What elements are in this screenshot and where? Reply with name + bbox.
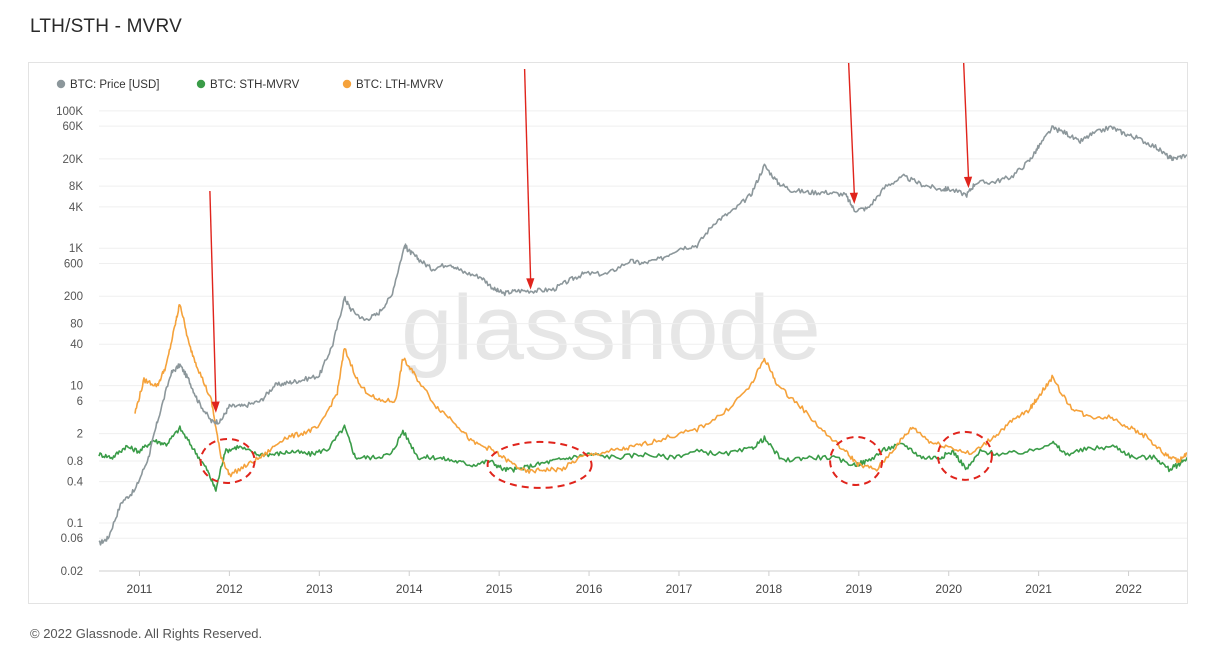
- watermark-text: glassnode: [401, 277, 820, 379]
- annotation-arrowhead: [963, 176, 973, 189]
- y-tick-label: 10: [70, 381, 83, 393]
- annotation-arrow: [847, 54, 856, 195]
- legend-item[interactable]: BTC: STH-MVRV: [196, 79, 300, 91]
- y-tick-label: 6: [77, 396, 83, 408]
- annotation-ellipse: [486, 440, 593, 489]
- x-tick-label: 2014: [396, 582, 423, 596]
- series-layer: [98, 125, 1188, 546]
- page-title: LTH/STH - MVRV: [30, 16, 182, 37]
- y-tick-label: 8K: [69, 181, 83, 193]
- y-tick-label: 0.1: [67, 518, 83, 530]
- y-tick-label: 1K: [69, 243, 83, 255]
- y-tick-label: 0.02: [61, 566, 83, 578]
- axis-layer: 100K 60K 20K 8K 4K 1K 600 200 80 40 10 6 2 0.8 0.4 0.1 0…: [56, 106, 1187, 596]
- y-tick-label: 40: [70, 339, 83, 351]
- y-tick-label: 0.06: [61, 533, 83, 545]
- x-tick-label: 2022: [1115, 582, 1142, 596]
- copyright-footer: © 2022 Glassnode. All Rights Reserved.: [30, 626, 263, 641]
- watermark-layer: glassnode: [401, 277, 820, 379]
- y-tick-label: 0.4: [67, 477, 84, 489]
- annotation-arrowhead: [849, 192, 858, 205]
- series-line-lth-mvrv: [134, 304, 1188, 478]
- chart-panel: glassnode 100K 60K 20K 8K 4K 1K 600 200 80 40 10 6 2…: [28, 34, 1188, 604]
- y-tick-label: 20K: [63, 154, 84, 166]
- legend-marker: [196, 79, 206, 89]
- legend-item[interactable]: BTC: LTH-MVRV: [342, 79, 444, 91]
- annotation-ellipse: [936, 430, 993, 481]
- annotation-arrow: [209, 190, 217, 403]
- x-tick-label: 2011: [127, 582, 153, 596]
- annotation-arrowhead: [211, 401, 220, 413]
- x-tick-label: 2020: [935, 582, 962, 596]
- chart-svg: glassnode 100K 60K 20K 8K 4K 1K 600 200 80 40 10 6 2…: [56, 34, 1188, 596]
- legend: BTC: Price [USD] BTC: STH-MVRV BTC: LTH-MV…: [56, 79, 444, 91]
- y-tick-label: 600: [64, 258, 83, 270]
- x-tick-label: 2013: [306, 582, 333, 596]
- x-tick-label: 2019: [845, 582, 872, 596]
- legend-label: BTC: STH-MVRV: [210, 79, 300, 91]
- legend-item[interactable]: BTC: Price [USD]: [56, 79, 160, 91]
- legend-label: BTC: Price [USD]: [70, 79, 159, 91]
- series-line-price: [98, 125, 1188, 546]
- legend-marker: [56, 79, 66, 89]
- y-tick-label: 200: [64, 291, 83, 303]
- legend-label: BTC: LTH-MVRV: [356, 79, 443, 91]
- y-tick-label: 0.8: [67, 456, 83, 468]
- annotation-arrow: [961, 34, 970, 179]
- annotation-arrowhead: [526, 278, 535, 290]
- annotation-ellipse: [199, 437, 256, 484]
- x-tick-label: 2015: [486, 582, 513, 596]
- x-tick-label: 2016: [576, 582, 603, 596]
- y-tick-label: 60K: [63, 121, 84, 133]
- y-tick-label: 4K: [69, 202, 83, 214]
- x-tick-label: 2012: [216, 582, 243, 596]
- annotation-arrow: [523, 68, 532, 280]
- annotation-ellipse: [829, 435, 884, 486]
- x-tick-label: 2017: [666, 582, 693, 596]
- legend-marker: [342, 79, 352, 89]
- annotation-layer: [199, 34, 993, 489]
- y-tick-label: 80: [70, 319, 83, 331]
- x-tick-label: 2021: [1025, 582, 1052, 596]
- y-tick-label: 100K: [56, 106, 83, 118]
- x-tick-label: 2018: [756, 582, 783, 596]
- y-tick-label: 2: [77, 429, 83, 441]
- series-line-sth-mvrv: [98, 424, 1188, 492]
